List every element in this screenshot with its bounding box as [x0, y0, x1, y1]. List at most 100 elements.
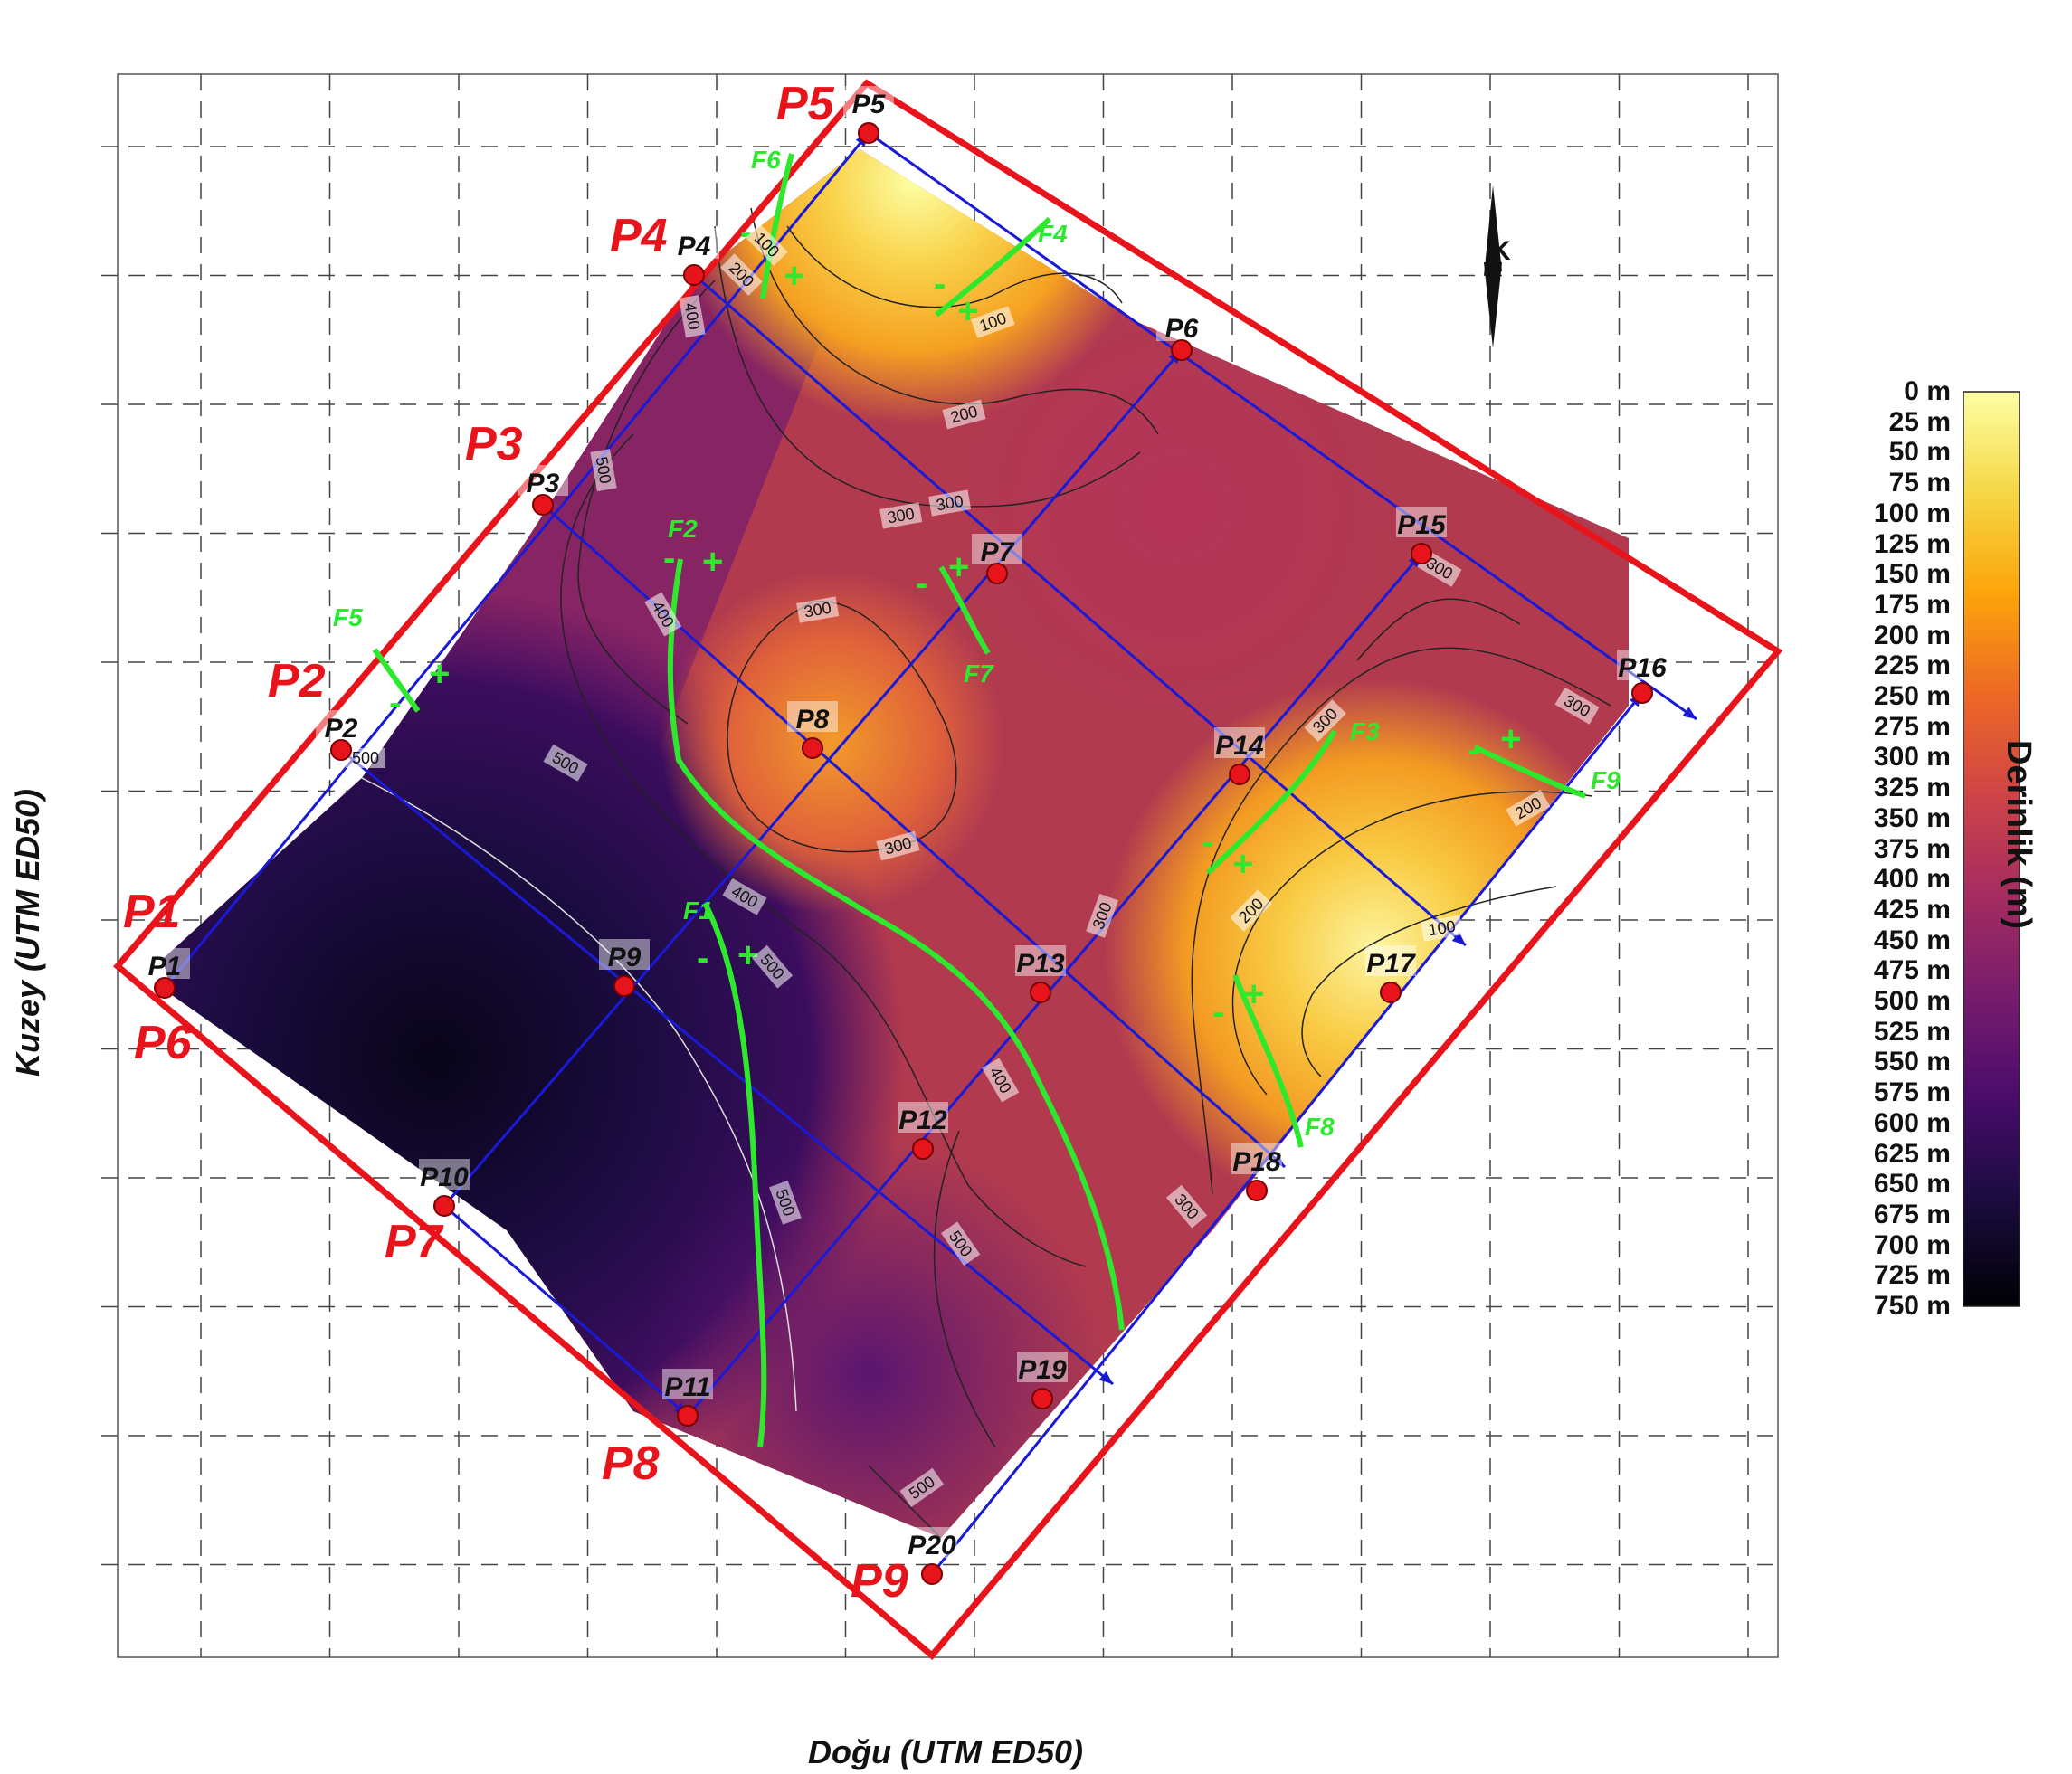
station-marker: [433, 1195, 455, 1217]
profile-label-p7: P7: [385, 1216, 444, 1268]
station-label-backdrop: [139, 948, 190, 979]
station-label: P3: [527, 469, 560, 498]
station-label: P11: [664, 1372, 710, 1402]
profile-arrow-icon: [1098, 1371, 1113, 1384]
colorbar-tick-label: 575 m: [1873, 1077, 1951, 1108]
profile-label-p2: P2: [268, 655, 326, 707]
station-label: P13: [1016, 949, 1065, 979]
measurement-stations: P1 P2 P3 P4 P5 P6 P7 P8 P9 P10 P11 P12 P13 P14 P15 P16 P…: [139, 86, 1668, 1585]
station-p4: P4: [669, 228, 719, 286]
fault-downthrow-symbol: -: [934, 264, 946, 304]
station-label-backdrop: [787, 701, 838, 732]
fault-line-f7: [938, 565, 991, 655]
colorbar-tick-label: 350 m: [1873, 802, 1951, 833]
profile-arrow-icon: [1270, 1153, 1285, 1167]
station-label-backdrop: [972, 534, 1022, 564]
colorbar-tick-label: 300 m: [1873, 742, 1951, 773]
study-area-outline: [113, 79, 1783, 1660]
colorbar-tick-label: 625 m: [1873, 1138, 1951, 1169]
fault-downthrow-symbol: -: [663, 538, 675, 578]
station-p8: P8: [787, 701, 838, 759]
contour-label: 300: [1554, 687, 1600, 725]
colorbar-tick-label: 75 m: [1888, 468, 1951, 498]
station-label-backdrop: [518, 465, 568, 496]
fault-line-f5: [372, 648, 421, 713]
profile-line: [340, 748, 1114, 1386]
station-marker: [1380, 982, 1402, 1003]
station-label: P14: [1215, 731, 1264, 761]
contour-line: [786, 225, 1123, 308]
fault-downthrow-symbol: -: [1202, 822, 1213, 862]
profile-arrow-icon: [1682, 707, 1697, 719]
station-marker: [802, 737, 823, 759]
fault-upthrow-symbol: +: [429, 654, 450, 694]
fault-line-f1: [703, 903, 767, 1448]
fault-label: F5: [333, 603, 363, 631]
contour-label: 100: [1421, 915, 1464, 942]
station-p20: P20: [907, 1527, 957, 1585]
fault-upthrow-symbol: +: [1232, 844, 1253, 884]
station-marker: [858, 122, 879, 144]
contour-label: 500: [590, 449, 617, 492]
colorbar-tick-label: 125 m: [1873, 528, 1951, 559]
station-p12: P12: [898, 1102, 948, 1160]
fault-line-f2: [667, 558, 1125, 1331]
contour-label: 500: [346, 748, 385, 768]
colorbar-tick-label: 675 m: [1873, 1199, 1951, 1229]
profile-line: [442, 349, 1183, 1207]
profile-line: [443, 1204, 689, 1418]
station-marker: [912, 1138, 934, 1160]
station-label-backdrop: [1015, 945, 1066, 976]
profile-label-p8: P8: [602, 1437, 660, 1490]
station-label-backdrop: [843, 86, 894, 117]
station-label-backdrop: [1017, 1352, 1068, 1382]
station-p11: P11: [662, 1369, 713, 1427]
fault-downthrow-symbol: -: [740, 213, 752, 252]
fault-upthrow-symbol: +: [1243, 974, 1264, 1014]
station-label: P17: [1366, 949, 1416, 979]
station-marker: [1171, 339, 1193, 361]
colorbar-tick-label: 725 m: [1873, 1260, 1951, 1291]
station-marker: [683, 264, 705, 286]
station-marker: [921, 1563, 943, 1585]
fault-label: F3: [1350, 717, 1380, 745]
colorbar-tick-label: 450 m: [1873, 925, 1951, 955]
colorbar-tick-label: 400 m: [1873, 864, 1951, 895]
station-marker: [677, 1405, 699, 1427]
station-label-backdrop: [1396, 507, 1447, 537]
fault-downthrow-symbol: -: [1212, 992, 1224, 1032]
station-label: P4: [678, 232, 711, 261]
station-p18: P18: [1231, 1143, 1282, 1201]
fault-line-f9: [1473, 745, 1587, 799]
fault-label: F1: [683, 896, 713, 925]
profile-label-p6: P6: [134, 1017, 193, 1069]
station-marker: [1229, 764, 1250, 785]
fault-upthrow-symbol: +: [1500, 719, 1521, 759]
contour-label: 300: [796, 596, 840, 623]
station-p10: P10: [419, 1159, 470, 1217]
station-label-backdrop: [898, 1102, 948, 1133]
fault-downthrow-symbol: -: [1468, 730, 1479, 770]
station-label-backdrop: [1156, 310, 1207, 341]
contour-line: [560, 433, 1087, 1267]
station-p9: P9: [599, 939, 650, 997]
fault-downthrow-symbol: -: [389, 683, 401, 723]
contour-lines: [361, 207, 1611, 1539]
station-label: P20: [908, 1531, 956, 1561]
station-p15: P15: [1396, 507, 1447, 564]
contour-line: [1356, 598, 1521, 661]
fault-lines: F1- +F2- +F3-+F4-+F5-+F6-+F7- +F8- +F9- +: [333, 146, 1621, 1448]
station-marker: [1030, 982, 1051, 1003]
contour-label: 300: [928, 489, 972, 517]
station-p6: P6: [1156, 310, 1207, 361]
contour-line: [714, 225, 1141, 508]
north-arrow-icon: K: [1484, 185, 1511, 348]
contour-label: 400: [679, 295, 706, 338]
fault-upthrow-symbol: +: [784, 256, 804, 296]
profile-label-p1: P1: [123, 886, 181, 938]
station-p13: P13: [1015, 945, 1066, 1003]
x-axis-title: Doğu (UTM ED50): [808, 1733, 1083, 1770]
fault-upthrow-symbol: +: [737, 935, 758, 975]
colorbar-tick-label: 325 m: [1873, 773, 1951, 803]
profile-label-p5: P5: [776, 78, 835, 130]
